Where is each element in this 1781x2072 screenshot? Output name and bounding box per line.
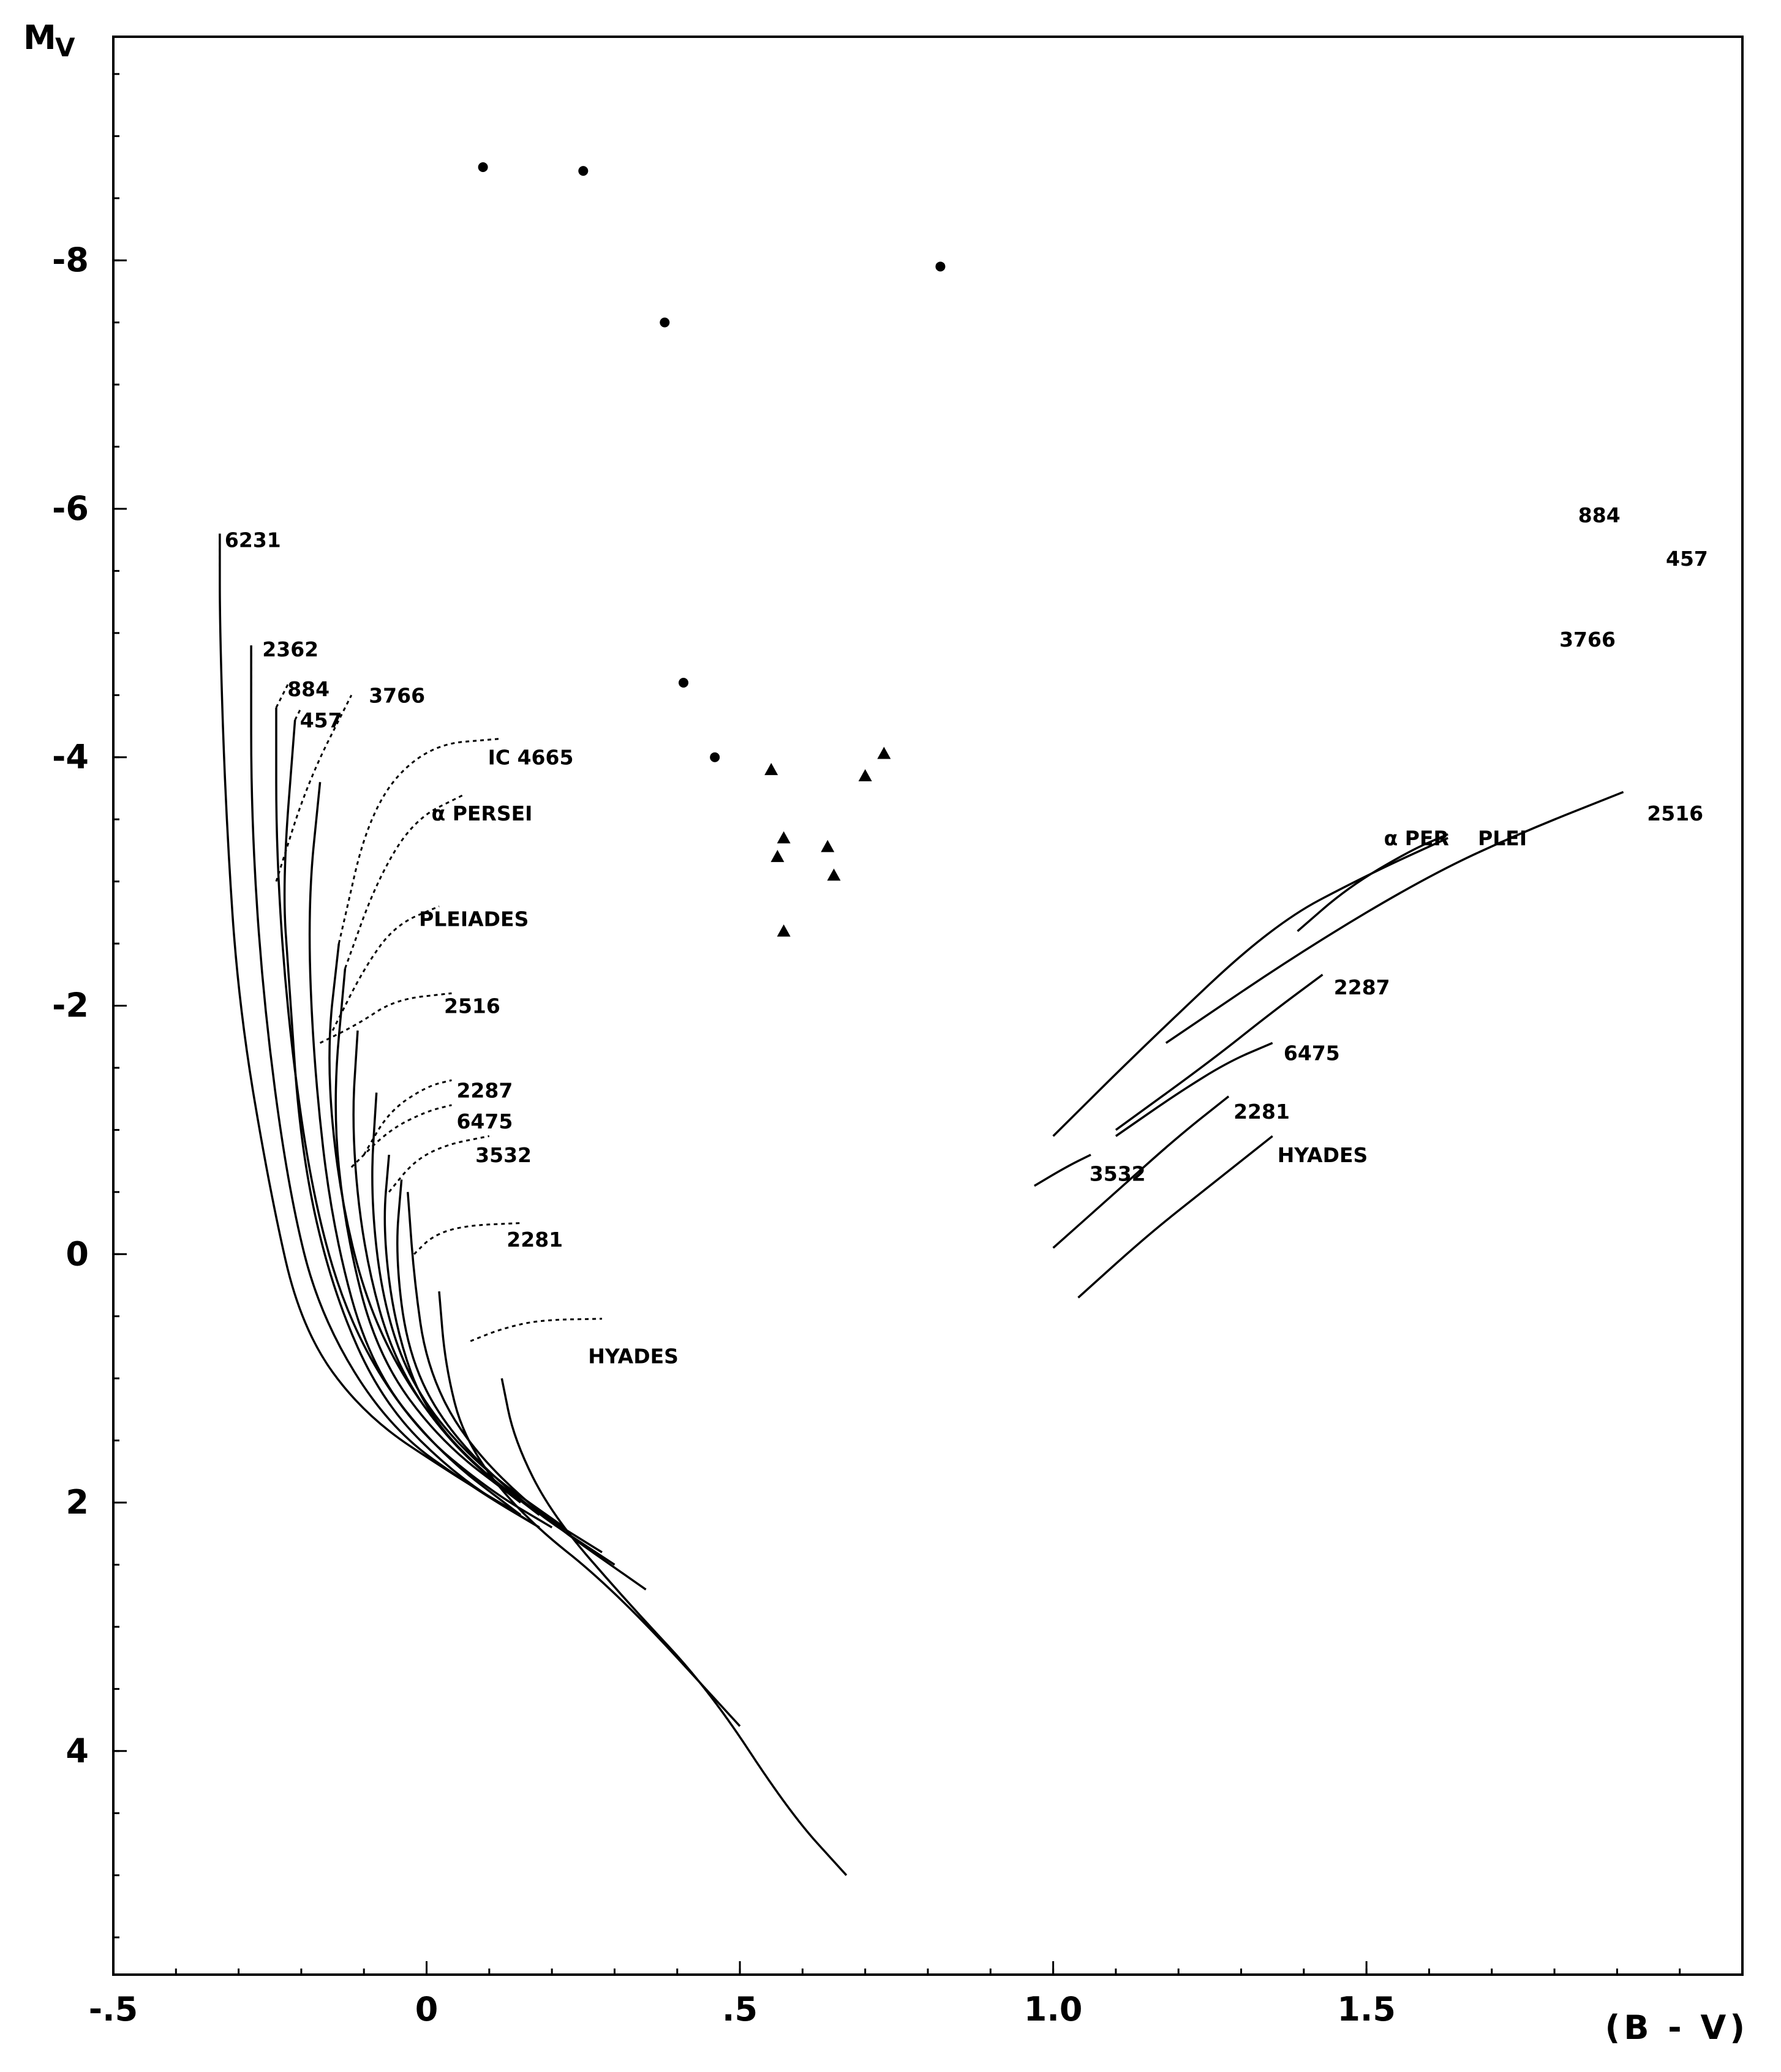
y-tick-label: 2 xyxy=(66,1483,89,1522)
y-tick-label: 4 xyxy=(66,1732,89,1770)
main-sequence-label-2362: 2362 xyxy=(262,637,318,661)
scatter-circle xyxy=(660,317,670,328)
scatter-triangle xyxy=(858,769,872,781)
y-tick-label: -6 xyxy=(52,489,89,528)
curve-labels: 6231 2362 884 457 3766 IC 4665 α PERSEI PLEIADE… xyxy=(225,503,1708,1368)
turnoff-curve-pleiades xyxy=(331,905,440,1031)
giant-curve-hyades xyxy=(1077,1135,1273,1299)
turnoff-curve-457 xyxy=(294,707,303,721)
x-tick-label: 1.0 xyxy=(1024,1990,1083,2029)
giant-curve-2281 xyxy=(1052,1095,1230,1249)
turnoff-curve-ic-4665 xyxy=(337,737,502,944)
giant-label-per: α PER xyxy=(1384,827,1449,850)
main-sequence-curve-2287 xyxy=(383,1154,603,1553)
y-tick-label: -2 xyxy=(52,986,89,1025)
giant-label-3532: 3532 xyxy=(1090,1162,1146,1185)
main-sequence-curves xyxy=(219,533,848,1876)
main-sequence-curve-457 xyxy=(283,719,540,1529)
giant-label-plei: PLEI xyxy=(1478,827,1527,850)
main-sequence-label-3766: 3766 xyxy=(369,683,425,707)
scatter-circle xyxy=(710,752,720,762)
scatter-triangle xyxy=(770,850,785,862)
turnoff-curve-persei xyxy=(344,794,465,969)
giant-label-2287: 2287 xyxy=(1334,975,1390,999)
main-sequence-label-3532: 3532 xyxy=(475,1143,532,1167)
x-ticks: -.5 0 .5 1.0 1.5 xyxy=(89,1961,1681,2029)
turnoff-curve-884 xyxy=(275,682,290,708)
main-sequence-label-6475: 6475 xyxy=(456,1109,513,1133)
x-tick-label: 1.5 xyxy=(1337,1990,1396,2029)
x-tick-label: -.5 xyxy=(89,1990,138,2029)
main-sequence-label-6231: 6231 xyxy=(225,528,281,552)
y-tick-label: -8 xyxy=(52,241,89,279)
main-sequence-curve-2516 xyxy=(371,1092,565,1529)
main-sequence-label-pleiades: PLEIADES xyxy=(419,907,529,931)
scatter-triangle xyxy=(777,831,791,844)
scatter-triangle xyxy=(777,924,791,937)
main-sequence-curve-6475 xyxy=(396,1179,616,1566)
turnoff-curve-2281 xyxy=(413,1222,521,1255)
main-sequence-curve-hyades xyxy=(500,1378,848,1876)
giant-label-6475: 6475 xyxy=(1284,1042,1340,1065)
turnoff-curve-3766 xyxy=(275,694,353,882)
scatter-circle xyxy=(478,162,488,173)
main-sequence-label-2516: 2516 xyxy=(444,994,500,1018)
scatter-triangle xyxy=(821,839,835,852)
y-axis-title: M xyxy=(23,18,60,57)
giant-region-label-884: 884 xyxy=(1578,503,1621,527)
giant-region-label-457: 457 xyxy=(1666,547,1708,571)
scatter-triangle xyxy=(877,746,891,759)
main-sequence-label-hyades: HYADES xyxy=(588,1345,679,1368)
turnoff-curve-hyades xyxy=(470,1318,603,1342)
scatter-circle xyxy=(578,166,589,176)
scatter-points xyxy=(478,162,946,937)
turnoff-curve-2287 xyxy=(363,1079,452,1155)
plot-frame xyxy=(112,36,1744,1976)
scatter-triangle xyxy=(764,763,778,775)
giant-curve-3532 xyxy=(1034,1154,1091,1187)
giant-label-2516: 2516 xyxy=(1647,801,1703,825)
x-axis-title: (B - V) xyxy=(1605,2008,1749,2047)
y-tick-label: -4 xyxy=(52,738,89,776)
main-sequence-label-2287: 2287 xyxy=(456,1078,513,1102)
main-sequence-label-884: 884 xyxy=(287,677,329,701)
giant-curve-2287 xyxy=(1115,974,1324,1131)
turnoff-curve-3532 xyxy=(388,1135,490,1193)
giant-curve-2516 xyxy=(1165,790,1624,1044)
main-sequence-curve-persei xyxy=(334,968,522,1504)
giant-label-hyades: HYADES xyxy=(1278,1143,1368,1167)
turnoff-curve-6475 xyxy=(350,1104,452,1168)
giant-region-label-3766: 3766 xyxy=(1559,628,1616,651)
turnoff-curve-2516 xyxy=(319,992,452,1044)
y-tick-label: 0 xyxy=(66,1234,89,1273)
main-sequence-curve-3532 xyxy=(407,1192,647,1591)
x-tick-label: .5 xyxy=(722,1990,758,2029)
giant-curve-plei xyxy=(1052,837,1448,1137)
giant-branch-curves xyxy=(1034,790,1624,1299)
scatter-triangle xyxy=(827,868,841,881)
scatter-circle xyxy=(679,678,688,688)
giant-curve-6475 xyxy=(1115,1042,1273,1137)
y-axis-subscript: V xyxy=(55,32,79,62)
scatter-circle xyxy=(935,261,946,272)
main-sequence-curve-6231 xyxy=(219,533,521,1516)
giant-curve-per xyxy=(1297,833,1448,933)
y-ticks: -8 -6 -4 -2 0 2 4 xyxy=(52,73,127,1939)
main-sequence-curve-2281 xyxy=(438,1291,741,1727)
main-sequence-label-ic-4665: IC 4665 xyxy=(488,746,574,770)
x-tick-label: 0 xyxy=(415,1990,439,2029)
main-sequence-label-persei: α PERSEI xyxy=(432,801,533,825)
main-sequence-label-2281: 2281 xyxy=(506,1228,563,1252)
main-sequence-curve-2362 xyxy=(250,645,540,1529)
main-sequence-label-457: 457 xyxy=(300,708,342,732)
main-sequence-curve-3766 xyxy=(308,782,522,1516)
giant-label-2281: 2281 xyxy=(1233,1100,1290,1124)
